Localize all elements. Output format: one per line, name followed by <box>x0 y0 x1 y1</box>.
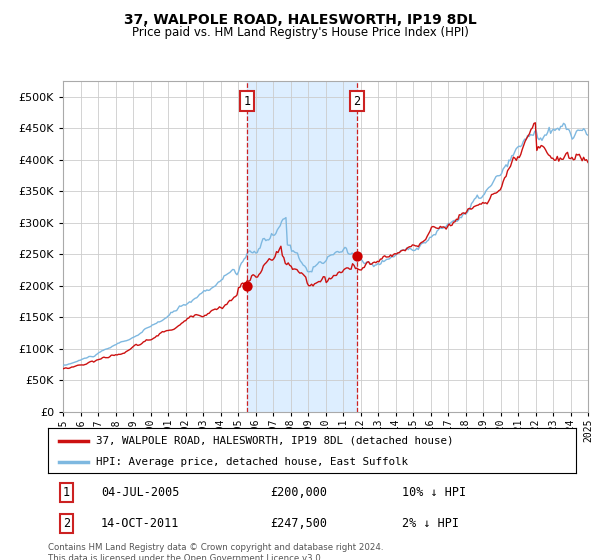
Text: 2: 2 <box>63 517 70 530</box>
Text: 10% ↓ HPI: 10% ↓ HPI <box>402 486 466 499</box>
Text: £247,500: £247,500 <box>270 517 327 530</box>
Text: HPI: Average price, detached house, East Suffolk: HPI: Average price, detached house, East… <box>95 456 407 466</box>
Text: 37, WALPOLE ROAD, HALESWORTH, IP19 8DL (detached house): 37, WALPOLE ROAD, HALESWORTH, IP19 8DL (… <box>95 436 453 446</box>
Text: 2: 2 <box>353 95 361 108</box>
Text: 14-OCT-2011: 14-OCT-2011 <box>101 517 179 530</box>
Point <box>352 251 362 260</box>
Bar <box>247 81 357 412</box>
Text: 1: 1 <box>243 95 250 108</box>
Text: 1: 1 <box>63 486 70 499</box>
Text: £200,000: £200,000 <box>270 486 327 499</box>
Text: 04-JUL-2005: 04-JUL-2005 <box>101 486 179 499</box>
Text: Price paid vs. HM Land Registry's House Price Index (HPI): Price paid vs. HM Land Registry's House … <box>131 26 469 39</box>
Text: 2% ↓ HPI: 2% ↓ HPI <box>402 517 459 530</box>
Point <box>242 281 251 290</box>
Text: Contains HM Land Registry data © Crown copyright and database right 2024.
This d: Contains HM Land Registry data © Crown c… <box>48 543 383 560</box>
Text: 37, WALPOLE ROAD, HALESWORTH, IP19 8DL: 37, WALPOLE ROAD, HALESWORTH, IP19 8DL <box>124 13 476 27</box>
